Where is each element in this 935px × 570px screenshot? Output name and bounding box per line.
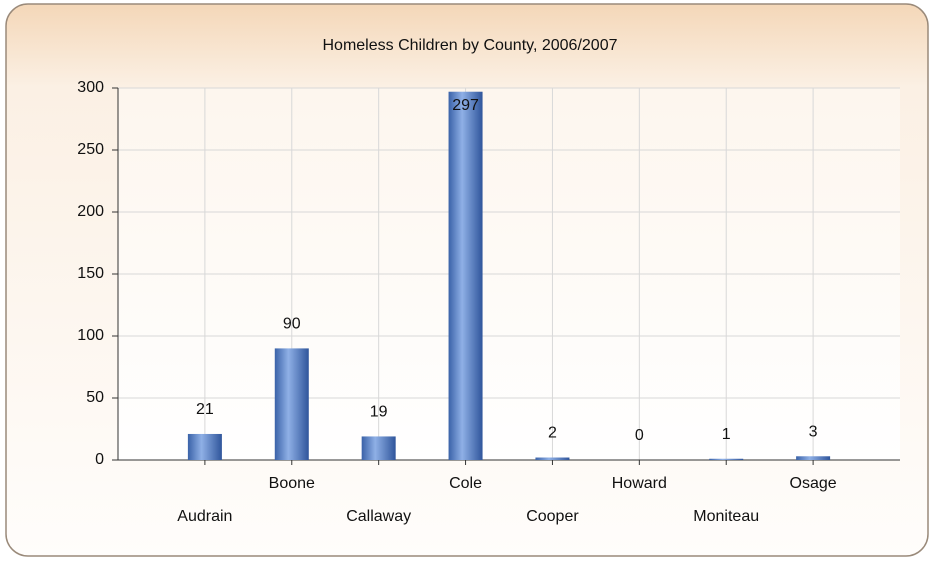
value-label: 1 <box>722 426 731 443</box>
x-tick-label: Callaway <box>346 508 411 525</box>
y-tick-label: 150 <box>77 265 104 282</box>
x-tick-label: Moniteau <box>693 508 759 525</box>
value-label: 297 <box>452 97 479 114</box>
x-tick-label: Cooper <box>526 508 579 525</box>
value-label: 2 <box>548 425 557 442</box>
bar <box>274 348 309 460</box>
bar <box>448 91 483 460</box>
chart-title: Homeless Children by County, 2006/2007 <box>323 37 618 54</box>
bar <box>709 458 744 460</box>
value-label: 90 <box>283 316 301 333</box>
x-tick-label: Osage <box>790 475 837 492</box>
x-tick-label: Howard <box>612 475 667 492</box>
y-tick-label: 200 <box>77 203 104 220</box>
x-tick-label: Audrain <box>177 508 232 525</box>
value-label: 0 <box>635 427 644 444</box>
x-tick-label: Boone <box>269 475 315 492</box>
y-tick-label: 0 <box>95 451 104 468</box>
x-tick-label: Cole <box>449 475 482 492</box>
y-tick-label: 300 <box>77 79 104 96</box>
bar <box>187 433 222 460</box>
bar <box>361 436 396 460</box>
y-tick-label: 100 <box>77 327 104 344</box>
bar <box>535 457 570 460</box>
y-tick-label: 50 <box>86 389 104 406</box>
value-label: 21 <box>196 401 214 418</box>
value-label: 3 <box>809 423 818 440</box>
value-label: 19 <box>370 404 388 421</box>
bar <box>796 456 831 460</box>
y-tick-label: 250 <box>77 141 104 158</box>
